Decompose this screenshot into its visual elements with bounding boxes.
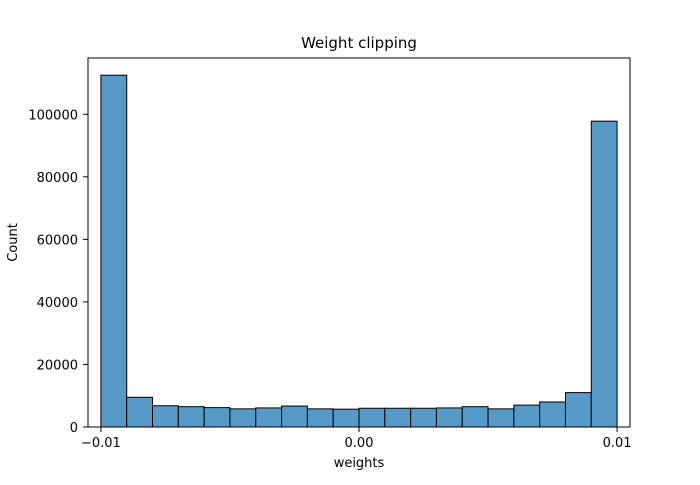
histogram-bar (590, 120, 618, 428)
histogram-bar (332, 408, 360, 428)
x-tick-label: 0.01 (603, 436, 632, 451)
x-tick-label: −0.01 (81, 436, 121, 451)
histogram-bar (281, 405, 308, 428)
histogram-bar (100, 74, 128, 428)
y-tick-label: 40000 (37, 296, 78, 311)
histogram-bar (513, 404, 541, 428)
ticks-layer: −0.01 0.00 0.01 0 20000 40000 60000 80000 100000 (28, 108, 631, 451)
x-tick-label: 0.00 (345, 436, 374, 451)
axes-frame (87, 57, 631, 428)
histogram-bar (435, 407, 463, 428)
histogram-bar (203, 407, 231, 428)
histogram-bar (152, 405, 179, 428)
histogram-bar (126, 396, 154, 428)
histogram-bar (410, 407, 437, 428)
chart-title: Weight clipping (301, 34, 417, 52)
x-axis-label: weights (334, 456, 385, 471)
histogram-bar (358, 407, 386, 428)
bars-layer (100, 74, 618, 428)
histogram-bar (306, 408, 334, 428)
histogram-bar (229, 408, 257, 428)
histogram-bar (564, 392, 592, 428)
histogram-bar (255, 407, 283, 428)
histogram-bar (461, 406, 489, 428)
histogram-bar (384, 407, 412, 428)
y-tick-label: 20000 (37, 358, 78, 373)
histogram-bar (177, 406, 205, 428)
y-tick-label: 80000 (37, 171, 78, 186)
y-axis-label: Count (6, 223, 21, 262)
histogram-bar (539, 401, 566, 428)
y-tick-label: 100000 (28, 108, 78, 123)
y-tick-label: 60000 (37, 233, 78, 248)
y-tick-label: 0 (70, 421, 78, 436)
histogram-bar (487, 408, 515, 428)
